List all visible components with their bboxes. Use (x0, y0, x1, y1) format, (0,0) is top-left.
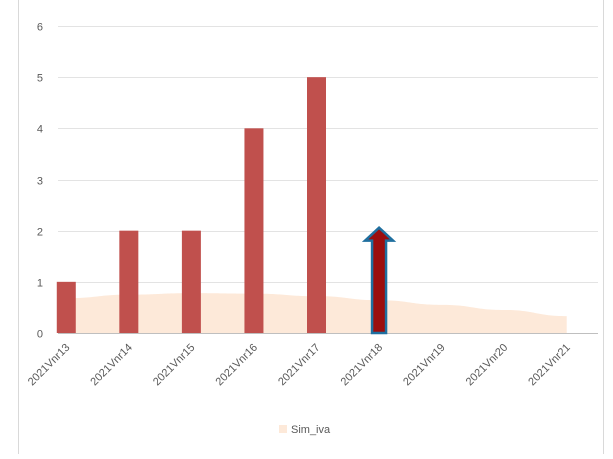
x-tick-label: 2021Vnr17 (276, 342, 323, 389)
legend-label-sim-iva: Sim_iva (291, 424, 331, 436)
bar-layer (56, 77, 326, 334)
x-tick-label: 2021Vnr14 (88, 342, 135, 389)
y-tick-label: 6 (37, 22, 43, 34)
arrow-layer (361, 225, 397, 335)
y-tick-label: 1 (37, 278, 43, 290)
y-axis-ticks: 0 1 2 3 4 5 6 (37, 22, 43, 341)
bar (307, 77, 326, 334)
x-tick-label: 2021Vnr16 (214, 342, 261, 389)
x-tick-label: 2021Vnr21 (526, 342, 573, 389)
bar (56, 281, 76, 333)
bar (181, 230, 201, 333)
x-axis-ticks: 2021Vnr13 2021Vnr14 2021Vnr15 2021Vnr16 2021… (26, 342, 573, 389)
legend-swatch-sim-iva (279, 425, 287, 433)
y-tick-label: 0 (37, 329, 43, 341)
y-tick-label: 4 (37, 124, 43, 136)
legend: Sim_iva (279, 424, 331, 436)
x-tick-label: 2021Vnr19 (401, 342, 448, 389)
y-tick-label: 3 (37, 176, 43, 188)
gridlines (58, 26, 598, 334)
x-tick-label: 2021Vnr13 (26, 342, 73, 389)
arrow-marker (361, 225, 397, 335)
y-tick-label: 2 (37, 227, 43, 239)
y-tick-label: 5 (37, 73, 43, 85)
bar (119, 230, 139, 333)
x-tick-label: 2021Vnr15 (151, 342, 198, 389)
bar (244, 128, 264, 333)
x-tick-label: 2021Vnr18 (339, 342, 386, 389)
x-tick-label: 2021Vnr20 (464, 342, 511, 389)
